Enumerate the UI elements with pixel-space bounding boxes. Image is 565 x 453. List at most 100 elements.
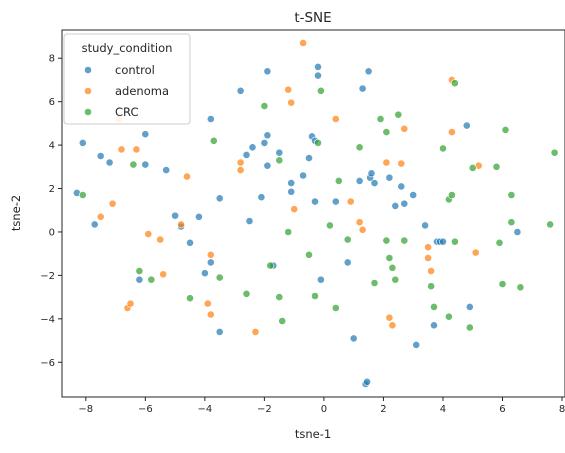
data-point-adenoma — [400, 124, 409, 133]
data-point-adenoma — [290, 205, 299, 214]
data-point-crc — [430, 302, 438, 311]
legend-box — [63, 33, 191, 125]
data-point-crc — [260, 102, 269, 110]
data-point-crc — [400, 236, 409, 245]
data-point-adenoma — [203, 299, 212, 308]
y-tick-label: 0 — [49, 227, 55, 238]
data-point-crc — [492, 162, 501, 171]
data-point-control — [409, 191, 418, 199]
data-point-control — [242, 150, 251, 159]
data-point-adenoma — [206, 310, 215, 319]
legend-marker-crc — [84, 108, 92, 116]
x-axis-label: tsne-1 — [295, 427, 331, 441]
data-point-adenoma — [117, 145, 126, 154]
data-point-control — [135, 275, 144, 284]
data-point-crc — [391, 275, 400, 284]
data-point-adenoma — [159, 270, 168, 279]
data-point-crc — [447, 191, 456, 199]
data-point-adenoma — [177, 220, 185, 229]
data-point-crc — [78, 191, 87, 199]
data-point-crc — [382, 236, 391, 245]
data-point-crc — [334, 176, 343, 185]
data-point-crc — [465, 323, 474, 332]
data-point-adenoma — [251, 327, 260, 336]
data-point-adenoma — [299, 39, 307, 47]
data-point-adenoma — [427, 267, 435, 275]
data-point-crc — [242, 289, 251, 298]
data-point-control — [397, 182, 406, 191]
data-point-crc — [516, 283, 525, 292]
data-point-crc — [266, 261, 275, 270]
data-point-adenoma — [108, 199, 117, 208]
data-point-control — [206, 258, 215, 267]
data-point-crc — [444, 312, 453, 321]
data-point-adenoma — [183, 172, 191, 181]
data-point-control — [171, 211, 179, 220]
x-tick-label: 2 — [380, 404, 386, 415]
data-point-crc — [468, 163, 477, 172]
data-point-control — [355, 176, 364, 185]
data-point-adenoma — [236, 166, 245, 174]
data-point-crc — [550, 148, 559, 157]
data-point-control — [465, 302, 474, 311]
data-point-control — [370, 179, 379, 187]
plot-frame — [61, 29, 565, 398]
data-point-crc — [186, 294, 194, 303]
data-point-adenoma — [132, 145, 141, 154]
data-point-adenoma — [346, 197, 355, 206]
data-point-control — [391, 201, 400, 210]
y-tick-label: 6 — [49, 97, 55, 108]
data-point-control — [263, 67, 272, 76]
data-point-control — [314, 71, 322, 80]
data-point-crc — [370, 279, 379, 287]
data-point-crc — [209, 136, 218, 145]
data-point-control — [215, 194, 224, 203]
data-point-control — [206, 115, 215, 123]
data-point-control — [257, 193, 266, 202]
legend-label-adenoma: adenoma — [115, 84, 169, 98]
points-layer — [73, 39, 559, 388]
data-point-adenoma — [206, 250, 215, 259]
data-point-crc — [501, 125, 510, 134]
data-point-adenoma — [382, 158, 391, 167]
legend-title: study_condition — [82, 41, 173, 55]
data-point-crc — [427, 282, 435, 291]
data-point-adenoma — [156, 235, 165, 244]
data-point-control — [364, 67, 373, 76]
data-point-adenoma — [388, 321, 397, 330]
data-point-adenoma — [385, 313, 394, 322]
x-tick-label: 8 — [559, 404, 565, 415]
data-point-control — [141, 130, 150, 139]
data-point-control — [105, 158, 114, 167]
data-point-crc — [388, 263, 397, 272]
data-point-control — [305, 154, 313, 162]
data-point-crc — [450, 237, 459, 246]
data-point-adenoma — [447, 128, 456, 136]
data-point-adenoma — [397, 159, 406, 168]
data-point-control — [412, 340, 421, 349]
x-tick-label: 4 — [440, 404, 446, 415]
data-point-crc — [275, 156, 284, 165]
data-point-crc — [284, 228, 293, 236]
x-tick-label: 0 — [321, 404, 327, 415]
y-tick-label: −6 — [40, 358, 55, 369]
data-point-adenoma — [471, 248, 480, 257]
data-point-control — [263, 161, 272, 170]
data-point-control — [358, 84, 367, 93]
data-point-control — [186, 238, 194, 247]
data-point-crc — [507, 191, 516, 199]
y-axis: −6 −4 −2 0 2 4 6 8 — [40, 54, 62, 369]
data-point-crc — [355, 143, 364, 152]
data-point-control — [462, 121, 471, 130]
y-tick-label: 4 — [49, 141, 55, 152]
x-tick-label: −8 — [78, 404, 93, 415]
data-point-adenoma — [287, 98, 296, 107]
data-point-control — [421, 221, 429, 230]
data-point-control — [215, 327, 224, 336]
data-point-crc — [135, 267, 144, 275]
data-point-crc — [316, 86, 325, 95]
data-point-control — [400, 199, 409, 208]
data-point-adenoma — [126, 299, 135, 308]
y-tick-label: 2 — [49, 184, 55, 195]
